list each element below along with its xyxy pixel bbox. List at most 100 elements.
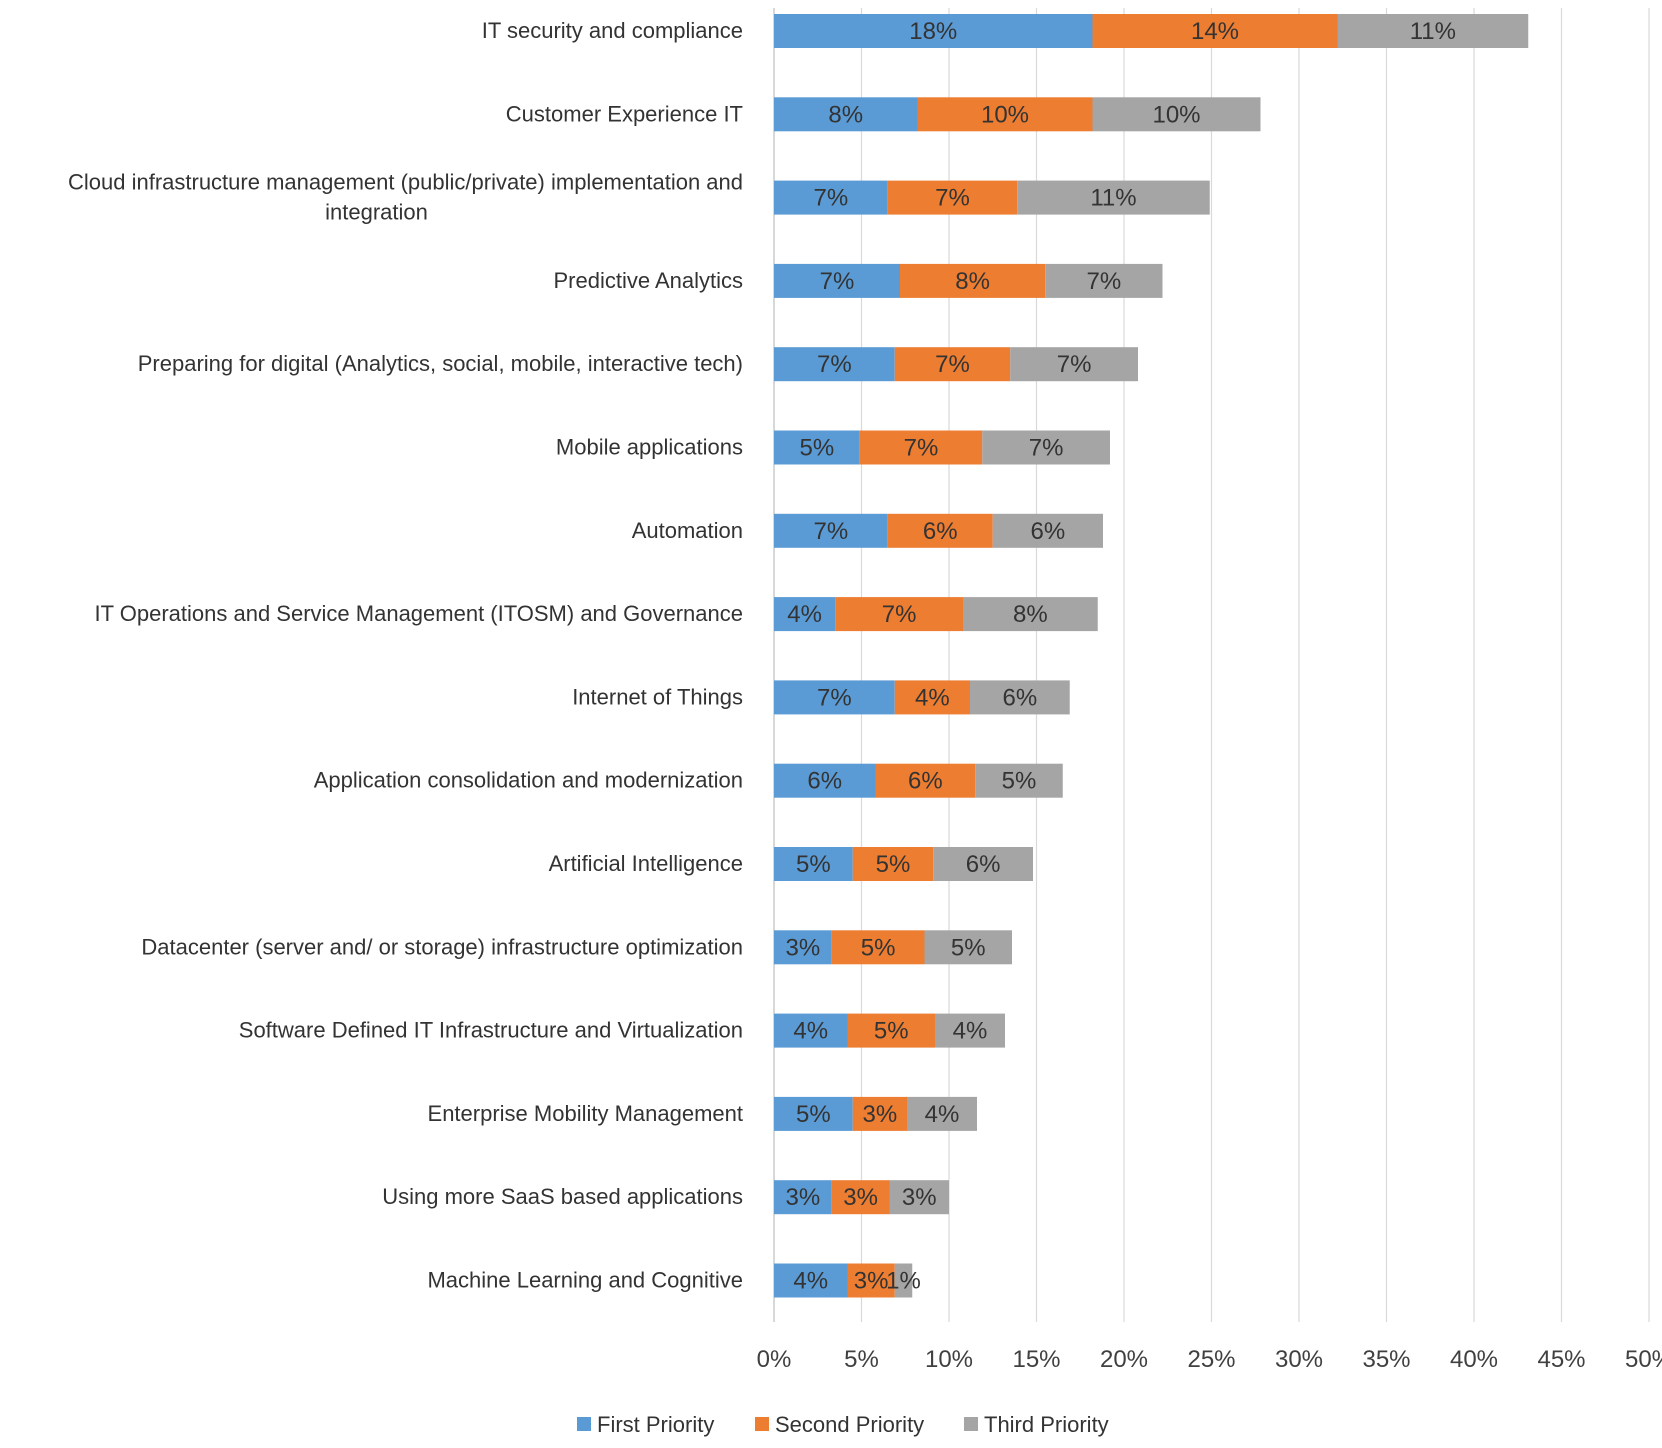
bar-segment xyxy=(774,930,832,965)
legend-swatch xyxy=(755,1417,769,1431)
bar-segment xyxy=(1092,97,1261,132)
bar-segment xyxy=(1010,347,1138,382)
data-label: 11% xyxy=(1090,185,1136,212)
bar-segment xyxy=(774,430,860,465)
category-label: Enterprise Mobility Management xyxy=(428,1101,743,1126)
data-label: 7% xyxy=(814,185,849,212)
x-tick-label: 50% xyxy=(1625,1346,1662,1373)
data-label: 6% xyxy=(1003,684,1038,711)
data-label: 6% xyxy=(923,518,958,545)
data-label: 3% xyxy=(863,1101,898,1128)
data-label: 7% xyxy=(814,518,849,545)
gridlines xyxy=(773,8,1650,1322)
data-label: 4% xyxy=(915,684,950,711)
bar-segment xyxy=(831,930,925,965)
data-label: 7% xyxy=(817,684,852,711)
data-label: 7% xyxy=(1087,268,1122,295)
data-label: 3% xyxy=(786,934,821,961)
bar-segment xyxy=(924,930,1012,965)
bar-segment xyxy=(935,1013,1005,1048)
category-label: IT security and compliance xyxy=(482,18,743,43)
data-label: 1% xyxy=(886,1268,921,1295)
category-label: Software Defined IT Infrastructure and V… xyxy=(239,1018,743,1043)
legend-label: First Priority xyxy=(597,1412,714,1437)
category-label: IT Operations and Service Management (IT… xyxy=(94,601,743,626)
data-label: 5% xyxy=(796,851,831,878)
category-label: Application consolidation and modernizat… xyxy=(314,768,743,793)
bar-segment xyxy=(774,680,895,715)
bar-segment xyxy=(774,1263,848,1298)
bar-segment xyxy=(982,430,1110,465)
x-tick-label: 5% xyxy=(844,1346,879,1373)
bar-segment xyxy=(1045,263,1163,298)
legend-swatch xyxy=(964,1417,978,1431)
legend-swatch xyxy=(577,1417,591,1431)
data-label: 4% xyxy=(953,1018,988,1045)
bar-segment xyxy=(847,1013,935,1048)
bar-segment xyxy=(907,1096,977,1131)
bar-segment xyxy=(774,97,918,132)
data-label: 11% xyxy=(1410,18,1456,45)
bar-segment xyxy=(917,97,1093,132)
category-label: integration xyxy=(325,200,428,225)
data-label: 7% xyxy=(935,185,970,212)
data-label: 5% xyxy=(861,934,896,961)
x-tick-label: 40% xyxy=(1450,1346,1498,1373)
data-label: 7% xyxy=(817,351,852,378)
bar-segment xyxy=(1017,180,1210,215)
bar-segment xyxy=(847,1263,895,1298)
data-label: 5% xyxy=(951,934,986,961)
bar-segment xyxy=(875,763,976,798)
bar-segment xyxy=(900,263,1046,298)
bar-segment xyxy=(774,347,895,382)
data-label: 10% xyxy=(981,101,1029,128)
bar-segment xyxy=(774,597,836,632)
data-label: 8% xyxy=(1013,601,1048,628)
bar-segment xyxy=(774,1180,832,1215)
data-label: 3% xyxy=(786,1184,821,1211)
data-label: 7% xyxy=(935,351,970,378)
x-axis-ticks: 0% 5% 10% 15% 20% 25% 30% 35% 40% 45% 50% xyxy=(757,1346,1662,1373)
data-label: 3% xyxy=(843,1184,878,1211)
category-label: Datacenter (server and/ or storage) infr… xyxy=(141,934,743,959)
bar-segment xyxy=(889,1180,949,1215)
category-labels: IT security and compliance Customer Exper… xyxy=(68,18,743,1293)
data-label: 4% xyxy=(793,1268,828,1295)
x-tick-label: 0% xyxy=(757,1346,792,1373)
data-label: 3% xyxy=(902,1184,937,1211)
bar-segment xyxy=(975,763,1063,798)
bar-segment xyxy=(887,180,1018,215)
bar-segment xyxy=(887,513,993,548)
category-label: Predictive Analytics xyxy=(553,268,743,293)
bar-segment xyxy=(963,597,1098,632)
bar-segment xyxy=(774,847,853,881)
x-tick-label: 20% xyxy=(1100,1346,1148,1373)
data-label: 7% xyxy=(820,268,855,295)
bar-segment xyxy=(774,1013,848,1048)
data-label: 8% xyxy=(955,268,990,295)
data-label: 6% xyxy=(966,851,1001,878)
data-label: 6% xyxy=(1031,518,1066,545)
data-label: 5% xyxy=(800,435,835,462)
data-label: 7% xyxy=(904,435,939,462)
category-label: Artificial Intelligence xyxy=(549,851,743,876)
bar-segment xyxy=(859,430,983,465)
bar-segment xyxy=(1337,14,1529,48)
bars: 18% 14% 11% 8% 10% 10% 7% 7% 11% 7% 8% 7% 7% 7% 7% 5% 7%… xyxy=(774,14,1529,1298)
data-label: 14% xyxy=(1191,18,1239,45)
legend-label: Third Priority xyxy=(984,1412,1109,1437)
x-tick-label: 25% xyxy=(1187,1346,1235,1373)
data-label: 7% xyxy=(882,601,917,628)
bar-segment xyxy=(835,597,963,632)
data-label: 10% xyxy=(1152,101,1200,128)
category-label: Internet of Things xyxy=(572,684,743,709)
bar-segment xyxy=(774,180,888,215)
bar-segment xyxy=(774,1096,853,1131)
data-label: 3% xyxy=(854,1268,889,1295)
category-label: Preparing for digital (Analytics, social… xyxy=(138,351,743,376)
data-label: 5% xyxy=(1002,768,1037,795)
category-label: Customer Experience IT xyxy=(506,101,743,126)
data-label: 6% xyxy=(908,768,943,795)
data-label: 5% xyxy=(796,1101,831,1128)
